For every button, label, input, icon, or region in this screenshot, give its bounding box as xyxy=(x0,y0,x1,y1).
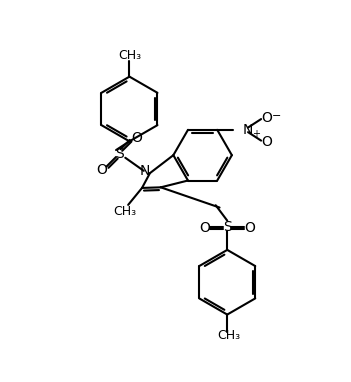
Text: CH₃: CH₃ xyxy=(118,49,141,62)
Text: N: N xyxy=(139,164,150,178)
Text: O: O xyxy=(199,220,210,235)
Text: O: O xyxy=(244,220,255,235)
Text: S: S xyxy=(223,220,232,234)
Text: −: − xyxy=(272,111,281,121)
Text: CH₃: CH₃ xyxy=(217,329,240,342)
Text: O: O xyxy=(261,110,272,125)
Text: O: O xyxy=(96,163,107,177)
Text: O: O xyxy=(131,131,142,145)
Text: O: O xyxy=(261,135,272,149)
Text: CH₃: CH₃ xyxy=(113,205,137,218)
Text: S: S xyxy=(115,147,124,161)
Text: N: N xyxy=(243,123,253,137)
Text: +: + xyxy=(252,129,260,139)
